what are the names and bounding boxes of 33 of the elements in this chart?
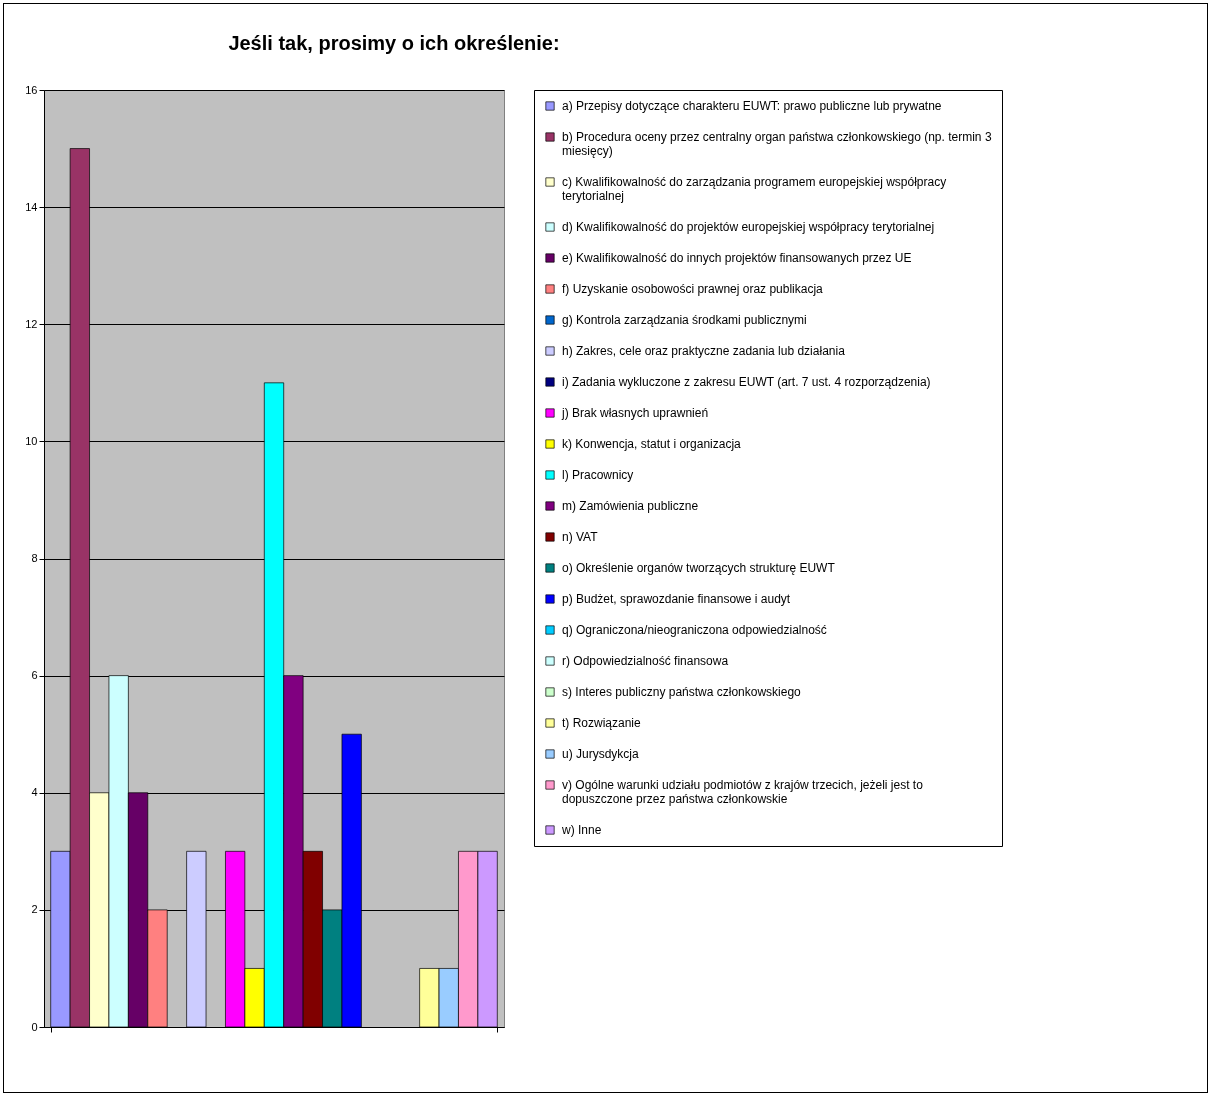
y-tick-label: 2: [31, 903, 38, 916]
legend-label: f) Uzyskanie osobowości prawnej oraz publikacja: [562, 282, 824, 296]
y-tick-label: 6: [31, 669, 38, 682]
legend-label: t) Rozwiązanie: [562, 716, 642, 730]
legend-label: e) Kwalifikowalność do innych projektów finansowanych przez UE: [562, 251, 912, 265]
y-tick-label: 8: [31, 552, 38, 564]
legend-label: p) Budżet, sprawozdanie finansowe i audyt: [562, 592, 791, 606]
legend-label: q) Ograniczona/nieograniczona odpowiedzialność: [562, 623, 827, 637]
legend-label: v) Ogólne warunki udziału podmiotów z krajów trzecich, jeżeli jest to dopuszczone przez państwa członkowskie: [562, 778, 924, 806]
legend-label: r) Odpowiedzialność finansowa: [562, 654, 729, 668]
legend-label: j) Brak własnych uprawnień: [561, 406, 709, 420]
legend-label: s) Interes publiczny państwa członkowskiego: [562, 685, 802, 699]
y-tick-label: 14: [25, 200, 38, 213]
legend-label: l) Pracownicy: [562, 468, 634, 482]
legend-label: w) Inne: [561, 823, 602, 837]
y-tick-label: 4: [31, 786, 38, 799]
y-tick-label: 12: [25, 317, 38, 330]
legend-label: g) Kontrola zarządzania środkami publicznymi: [562, 313, 807, 327]
legend-label: d) Kwalifikowalność do projektów europejskiej współpracy terytorialnej: [562, 220, 935, 234]
y-tick-label: 16: [25, 83, 38, 96]
legend-label: m) Zamówienia publiczne: [562, 499, 699, 513]
y-tick-label: 0: [31, 1020, 38, 1033]
chart-title: Jeśli tak, prosimy o ich określenie:: [228, 32, 560, 54]
legend-label: k) Konwencja, statut i organizacja: [562, 437, 742, 451]
legend-label: a) Przepisy dotyczące charakteru EUWT: prawo publiczne lub prywatne: [562, 99, 942, 113]
legend-label: u) Jurysdykcja: [562, 747, 640, 761]
legend-label: n) VAT: [562, 530, 599, 544]
y-tick-label: 10: [25, 434, 38, 447]
legend-label: c) Kwalifikowalność do zarządzania programem europejskiej współpracy terytorialnej: [562, 175, 947, 203]
legend-label: h) Zakres, cele oraz praktyczne zadania lub działania: [562, 344, 846, 358]
legend-label: b) Procedura oceny przez centralny organ państwa członkowskiego (np. termin 3 miesięcy): [562, 130, 992, 158]
legend-label: o) Określenie organów tworzących strukturę EUWT: [562, 561, 836, 575]
legend-label: i) Zadania wykluczone z zakresu EUWT (art. 7 ust. 4 rozporządzenia): [562, 375, 931, 389]
